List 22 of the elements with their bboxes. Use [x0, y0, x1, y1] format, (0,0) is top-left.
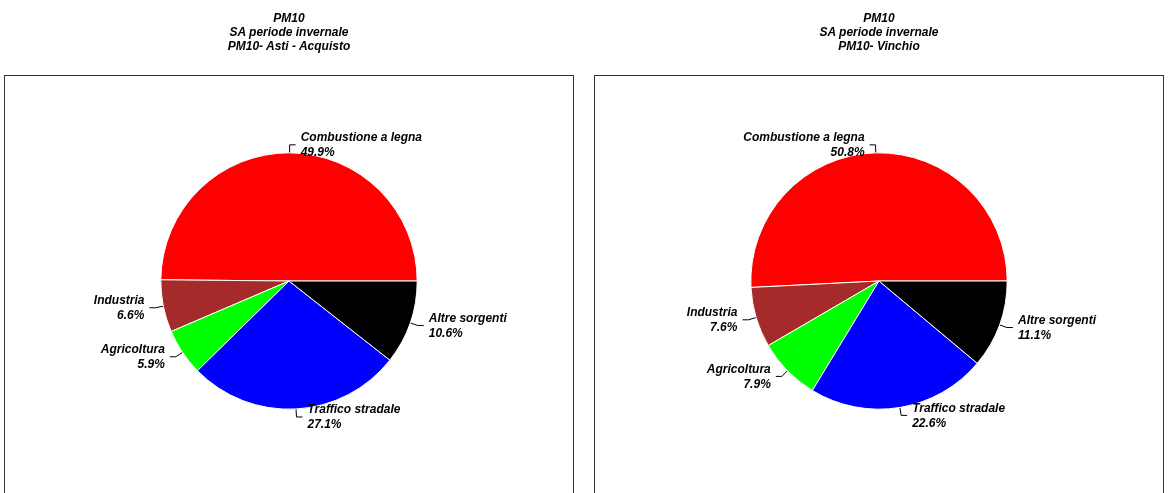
data-label: 50.8% — [830, 145, 865, 160]
data-label: 7.9% — [743, 376, 772, 391]
slice-label: Combustione a legna — [300, 130, 423, 145]
chart-title: PM10 SA periode invernale PM10- Asti - Acquisto — [227, 11, 351, 53]
data-label: 7.6% — [710, 320, 738, 335]
slice-label: Altre sorgenti — [1016, 313, 1097, 328]
slice-label: Industria — [686, 305, 738, 320]
slice-label: Agricoltura — [705, 361, 772, 376]
data-label: 6.6% — [117, 308, 145, 323]
data-label: 10.6% — [428, 325, 464, 340]
data-label: 22.6% — [911, 415, 947, 430]
slice-label: Agricoltura — [99, 342, 166, 357]
data-label: 27.1% — [306, 417, 342, 432]
data-label: 11.1% — [1017, 328, 1052, 343]
slice-label: Altre sorgenti — [427, 310, 508, 325]
slice-label: Industria — [93, 293, 145, 308]
slice-label: Traffico stradale — [307, 402, 401, 417]
data-label: 49.9% — [299, 145, 335, 160]
slice-label: Traffico stradale — [912, 400, 1006, 415]
slice-label: Combustione a legna — [743, 130, 865, 145]
chart-title: PM10 SA periode invernale PM10- Vinchio — [819, 11, 939, 53]
data-label: 5.9% — [137, 357, 166, 372]
